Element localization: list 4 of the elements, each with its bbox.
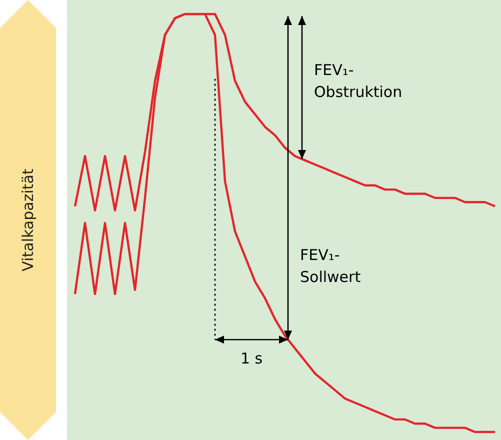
annotation: 1 s: [240, 350, 263, 368]
y-axis-title: Vitalkapazität: [19, 168, 37, 272]
annotation: FEV₁- Sollwert: [300, 246, 361, 286]
annotation: FEV₁- Obstruktion: [314, 60, 402, 101]
